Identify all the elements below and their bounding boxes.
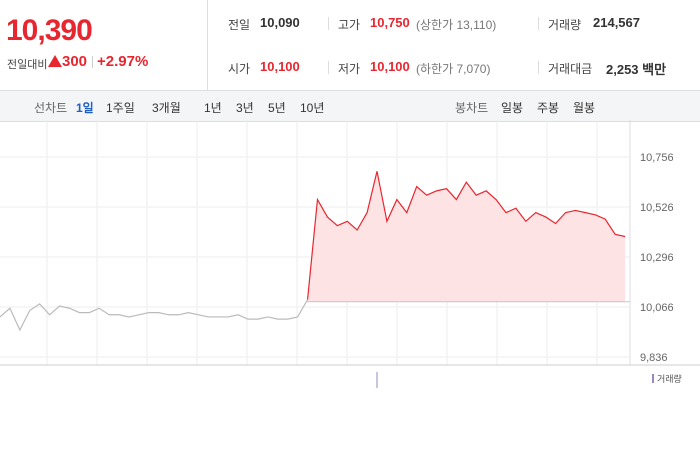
period-tab[interactable]: 3개월 xyxy=(152,101,181,115)
header: 10,390 전일대비 300 +2.97% 전일 10,090 고가 10,750 (… xyxy=(0,0,700,90)
candle-tab[interactable]: 월봉 xyxy=(573,101,596,115)
stat-value: 10,750 xyxy=(370,15,410,30)
stat-value: 2,253 백만 xyxy=(606,62,667,77)
stat-value: 10,100 xyxy=(260,59,300,74)
volume-legend-swatch xyxy=(652,374,654,383)
period-tab[interactable]: 1주일 xyxy=(106,101,135,115)
stat-label: 고가 xyxy=(338,18,361,32)
price: 10,390 xyxy=(6,14,93,47)
stat-label: 거래대금 xyxy=(548,62,593,76)
separator xyxy=(538,17,539,30)
stat-label: 저가 xyxy=(338,62,361,76)
volume-label: 거래량 xyxy=(657,373,682,384)
period-tab[interactable]: 1일 xyxy=(76,101,94,115)
change: 300 xyxy=(62,53,88,70)
candle-tab[interactable]: 주봉 xyxy=(537,101,560,115)
period-tab[interactable]: 10년 xyxy=(300,101,325,115)
line-chart-label: 선차트 xyxy=(34,101,68,115)
change-label: 전일대비 xyxy=(7,59,48,71)
divider xyxy=(207,0,208,90)
y-tick-label: 10,296 xyxy=(640,252,674,264)
period-tab[interactable]: 3년 xyxy=(236,101,254,115)
y-tick-label: 10,066 xyxy=(640,302,674,314)
y-tick-label: 9,836 xyxy=(640,352,668,364)
stat-label: 전일 xyxy=(228,18,251,32)
period-tab[interactable]: 5년 xyxy=(268,101,286,115)
area-fill xyxy=(307,171,626,302)
change-pct: +2.97% xyxy=(97,53,149,70)
y-tick-label: 10,756 xyxy=(640,152,674,164)
y-tick-label: 10,526 xyxy=(640,202,674,214)
stat-value: 10,090 xyxy=(260,15,300,30)
separator xyxy=(538,61,539,74)
up-arrow xyxy=(48,55,62,67)
stat-label: 시가 xyxy=(228,62,251,76)
separator xyxy=(92,56,93,68)
stat-value: 214,567 xyxy=(593,15,640,30)
toolbar: 선차트 1일 1주일 3개월 1년 3년 5년 10년 봉차트 일봉 주봉 월봉 xyxy=(0,90,700,122)
period-tab[interactable]: 1년 xyxy=(204,101,222,115)
candle-tab[interactable]: 일봉 xyxy=(501,101,524,115)
stat-value: 10,100 xyxy=(370,59,410,74)
stat-note: (상한가 13,110) xyxy=(416,18,497,32)
price-line xyxy=(306,171,626,300)
separator xyxy=(328,61,329,74)
stat-note: (하한가 7,070) xyxy=(416,62,491,76)
stat-label: 거래량 xyxy=(548,18,582,32)
chart: 10,756 10,526 10,296 10,066 9,836 거래량 xyxy=(0,120,700,388)
separator xyxy=(328,17,329,30)
price-line xyxy=(0,299,309,332)
candle-chart-label: 봉차트 xyxy=(455,101,489,115)
